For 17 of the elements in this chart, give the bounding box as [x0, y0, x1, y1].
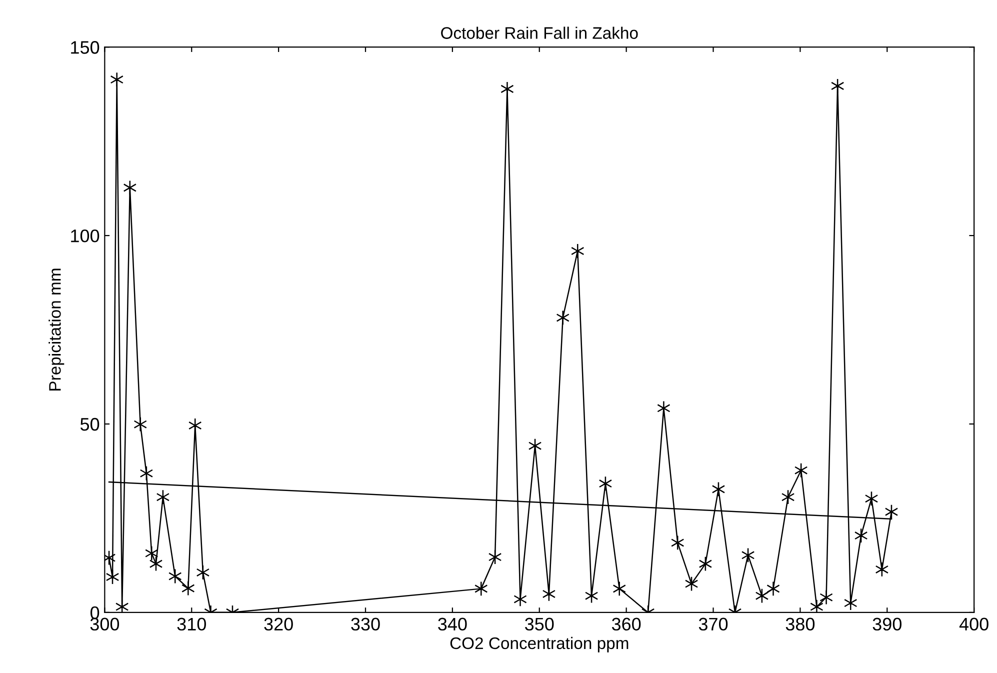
x-tick-label: 300 [90, 618, 120, 631]
x-tick-label: 320 [264, 618, 293, 631]
x-tick-label: 400 [959, 618, 988, 631]
x-tick-label: 390 [872, 618, 902, 631]
x-tick-label: 330 [351, 618, 380, 631]
y-tick-label: 150 [71, 41, 100, 54]
x-tick-label: 340 [438, 618, 467, 631]
x-axis-title: CO2 Concentration ppm [450, 636, 628, 652]
chart-title: October Rain Fall in Zakho [441, 26, 638, 39]
x-tick-label: 360 [612, 618, 641, 631]
x-tick-label: 310 [177, 618, 206, 631]
x-tick-label: 350 [525, 618, 554, 631]
y-axis-title: Prepicitation mm [48, 268, 64, 390]
y-tick-label: 50 [80, 418, 100, 431]
x-tick-label: 380 [786, 618, 815, 631]
x-tick-label: 370 [698, 618, 728, 631]
y-tick-label: 100 [71, 229, 100, 242]
